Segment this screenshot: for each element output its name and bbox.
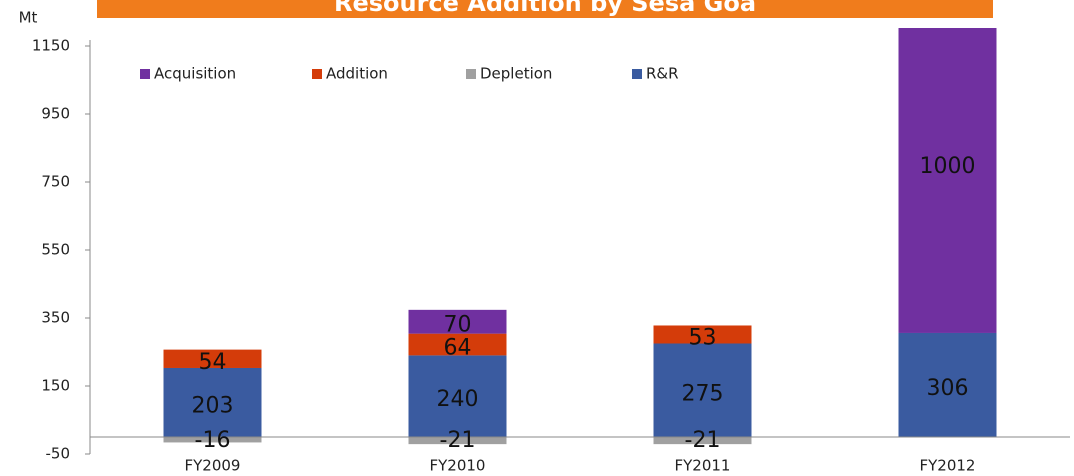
- x-tick-label: FY2012: [920, 457, 976, 475]
- bar-segment: [898, 28, 997, 333]
- y-tick-label: 350: [41, 309, 70, 327]
- data-label: 240: [437, 387, 479, 412]
- data-label: 54: [199, 350, 227, 375]
- bar-segment: [898, 332, 997, 437]
- y-tick-label: 750: [41, 173, 70, 191]
- bar-segment: [653, 437, 752, 445]
- legend-label: Addition: [326, 65, 388, 83]
- bar-segment: [653, 343, 752, 437]
- bar-segment: [408, 437, 507, 445]
- bar-segment: [163, 367, 262, 437]
- y-tick-label: 1150: [32, 37, 70, 55]
- data-label: 53: [689, 325, 717, 350]
- data-label: 203: [192, 393, 234, 418]
- y-tick-label: -50: [46, 445, 71, 463]
- data-label: 64: [444, 336, 472, 361]
- data-label: 70: [444, 313, 472, 338]
- y-axis-label: Mt: [19, 9, 38, 27]
- data-label: 275: [682, 381, 724, 406]
- legend-label: Depletion: [480, 65, 552, 83]
- data-label: 306: [927, 376, 969, 401]
- legend-swatch: [140, 69, 150, 79]
- data-label: 1000: [920, 154, 976, 179]
- x-tick-label: FY2010: [430, 457, 486, 475]
- plot: [163, 28, 997, 445]
- x-tick-label: FY2009: [185, 457, 241, 475]
- y-tick-label: 950: [41, 105, 70, 123]
- data-label: -21: [685, 428, 721, 453]
- x-tick-label: FY2011: [675, 457, 731, 475]
- bar-segment: [408, 355, 507, 437]
- legend-swatch: [312, 69, 322, 79]
- bar-segment: [163, 437, 262, 443]
- chart-title: Resource Addition by Sesa Goa: [334, 0, 756, 17]
- bar-segment: [653, 325, 752, 344]
- legend-swatch: [632, 69, 642, 79]
- bar-segment: [163, 349, 262, 368]
- y-tick-label: 150: [41, 377, 70, 395]
- legend-label: R&R: [646, 65, 679, 83]
- bar-segment: [408, 309, 507, 334]
- y-tick-label: 550: [41, 241, 70, 259]
- legend-label: Acquisition: [154, 65, 236, 83]
- data-label: -16: [195, 428, 231, 453]
- legend-swatch: [466, 69, 476, 79]
- data-label: -21: [440, 428, 476, 453]
- bar-segment: [408, 333, 507, 356]
- title-banner: [97, 0, 993, 18]
